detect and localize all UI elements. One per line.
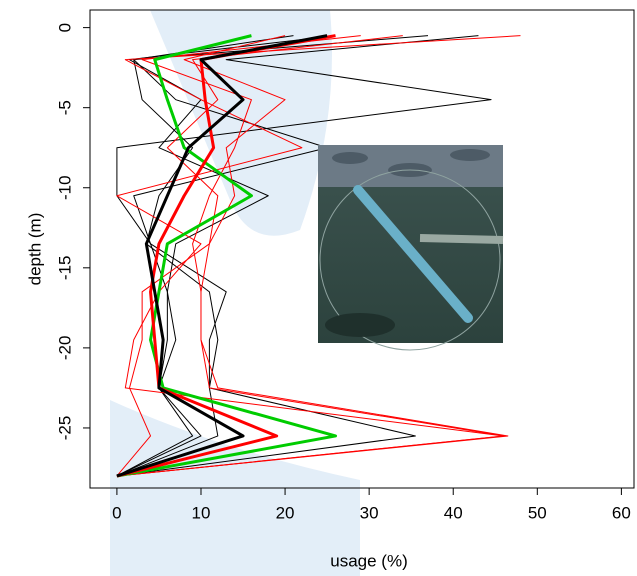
x-tick-label: 60 bbox=[612, 503, 631, 522]
y-tick-label: -15 bbox=[55, 256, 74, 281]
series-line bbox=[116, 35, 505, 477]
y-axis-label: depth (m) bbox=[25, 213, 44, 286]
x-tick-label: 20 bbox=[276, 503, 295, 522]
y-tick-label: -20 bbox=[55, 336, 74, 361]
x-tick-label: 50 bbox=[528, 503, 547, 522]
x-axis-label: usage (%) bbox=[330, 551, 407, 570]
y-tick-label: 0 bbox=[55, 23, 74, 32]
series-line bbox=[116, 34, 336, 478]
series-line bbox=[116, 35, 403, 477]
x-tick-label: 0 bbox=[112, 503, 121, 522]
series-line bbox=[116, 34, 328, 478]
series-line bbox=[116, 34, 338, 478]
y-tick-label: -5 bbox=[55, 100, 74, 115]
inset-photo bbox=[318, 145, 504, 351]
x-tick-label: 30 bbox=[360, 503, 379, 522]
plot-box bbox=[89, 9, 635, 489]
series-line bbox=[116, 35, 521, 477]
x-tick-label: 40 bbox=[444, 503, 463, 522]
x-tick-label: 10 bbox=[192, 503, 211, 522]
series-line bbox=[116, 35, 336, 477]
y-tick-label: -25 bbox=[55, 416, 74, 441]
y-tick-label: -10 bbox=[55, 175, 74, 200]
